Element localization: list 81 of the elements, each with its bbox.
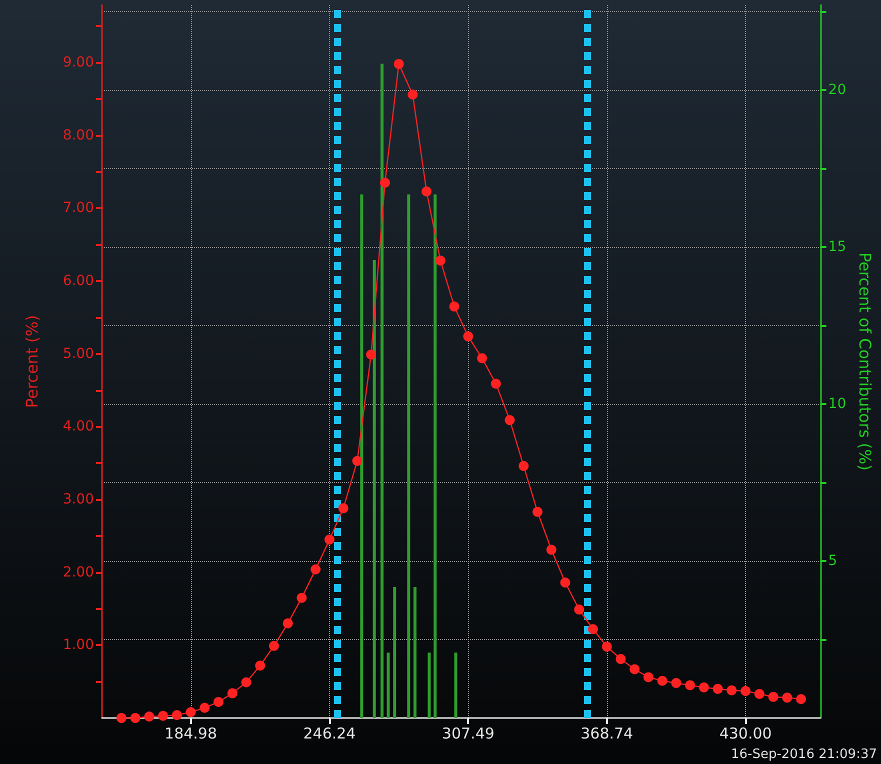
point	[338, 503, 348, 514]
point	[726, 685, 737, 696]
bar	[380, 64, 384, 718]
point	[269, 640, 279, 651]
y-tick-label: 7.00	[62, 200, 94, 216]
point	[602, 642, 612, 652]
point	[158, 710, 168, 721]
point	[698, 682, 709, 692]
point	[227, 688, 238, 698]
point	[282, 618, 293, 628]
point	[630, 664, 640, 674]
y-tick-label: 8.00	[62, 127, 94, 144]
bar	[428, 652, 431, 718]
point	[214, 696, 224, 707]
point	[380, 178, 390, 188]
point	[768, 692, 778, 702]
point	[449, 302, 460, 312]
point	[422, 186, 432, 196]
point	[671, 678, 682, 688]
point	[754, 688, 764, 699]
bar	[434, 194, 437, 718]
point	[490, 378, 501, 389]
point	[296, 592, 307, 603]
point	[310, 564, 321, 574]
point	[504, 415, 515, 426]
point	[241, 677, 252, 688]
y-tick-label: 5.00	[62, 346, 94, 362]
y2-tick-label: 20	[828, 82, 846, 98]
bar	[407, 194, 410, 718]
point	[712, 684, 723, 694]
y2-tick-label: 10	[828, 396, 846, 412]
x-tick-label: 368.74	[580, 724, 634, 742]
point	[477, 353, 488, 364]
x-tick-label: 430.00	[719, 724, 772, 742]
point	[518, 461, 529, 472]
point	[435, 256, 446, 266]
point	[116, 713, 126, 723]
y-tick-label: 6.00	[62, 273, 94, 290]
y-tick-label: 4.00	[62, 418, 94, 435]
bar	[360, 194, 364, 718]
text: 16-Sep-2016 21:09:37	[730, 747, 877, 762]
bar	[372, 260, 376, 718]
point	[366, 350, 376, 360]
y-tick-label: 3.00	[62, 492, 94, 508]
y-tick-label: 9.00	[62, 54, 94, 71]
y2-axis-title: Percent of Contributors (%)	[856, 252, 874, 471]
y-tick-label: 1.00	[62, 637, 94, 654]
point	[408, 90, 418, 100]
point	[574, 604, 584, 614]
point	[740, 686, 751, 696]
point	[172, 710, 182, 720]
y-tick-label: 2.00	[62, 564, 94, 580]
x-tick-label: 246.24	[303, 724, 356, 742]
point	[352, 456, 362, 466]
point	[186, 707, 196, 718]
point	[130, 713, 140, 723]
point	[546, 544, 556, 555]
bar	[413, 587, 416, 718]
point	[255, 660, 266, 671]
point	[200, 702, 210, 713]
point	[657, 676, 668, 686]
point	[144, 712, 154, 722]
point	[796, 694, 806, 704]
point	[463, 331, 474, 342]
point	[532, 506, 543, 517]
point	[560, 578, 570, 588]
x-tick-label: 307.49	[442, 724, 494, 742]
point	[324, 534, 334, 545]
y2-tick-label: 15	[828, 238, 846, 255]
point	[588, 624, 598, 634]
y-axis-title: Percent (%)	[22, 315, 42, 408]
bar	[393, 587, 396, 718]
point	[685, 680, 696, 690]
y2-tick-label: 5	[828, 552, 838, 569]
bar	[386, 652, 390, 718]
point	[394, 58, 404, 69]
point	[616, 654, 626, 664]
bar	[454, 652, 458, 718]
x-tick-label: 184.98	[164, 724, 218, 742]
point	[643, 672, 654, 682]
point	[782, 692, 792, 703]
